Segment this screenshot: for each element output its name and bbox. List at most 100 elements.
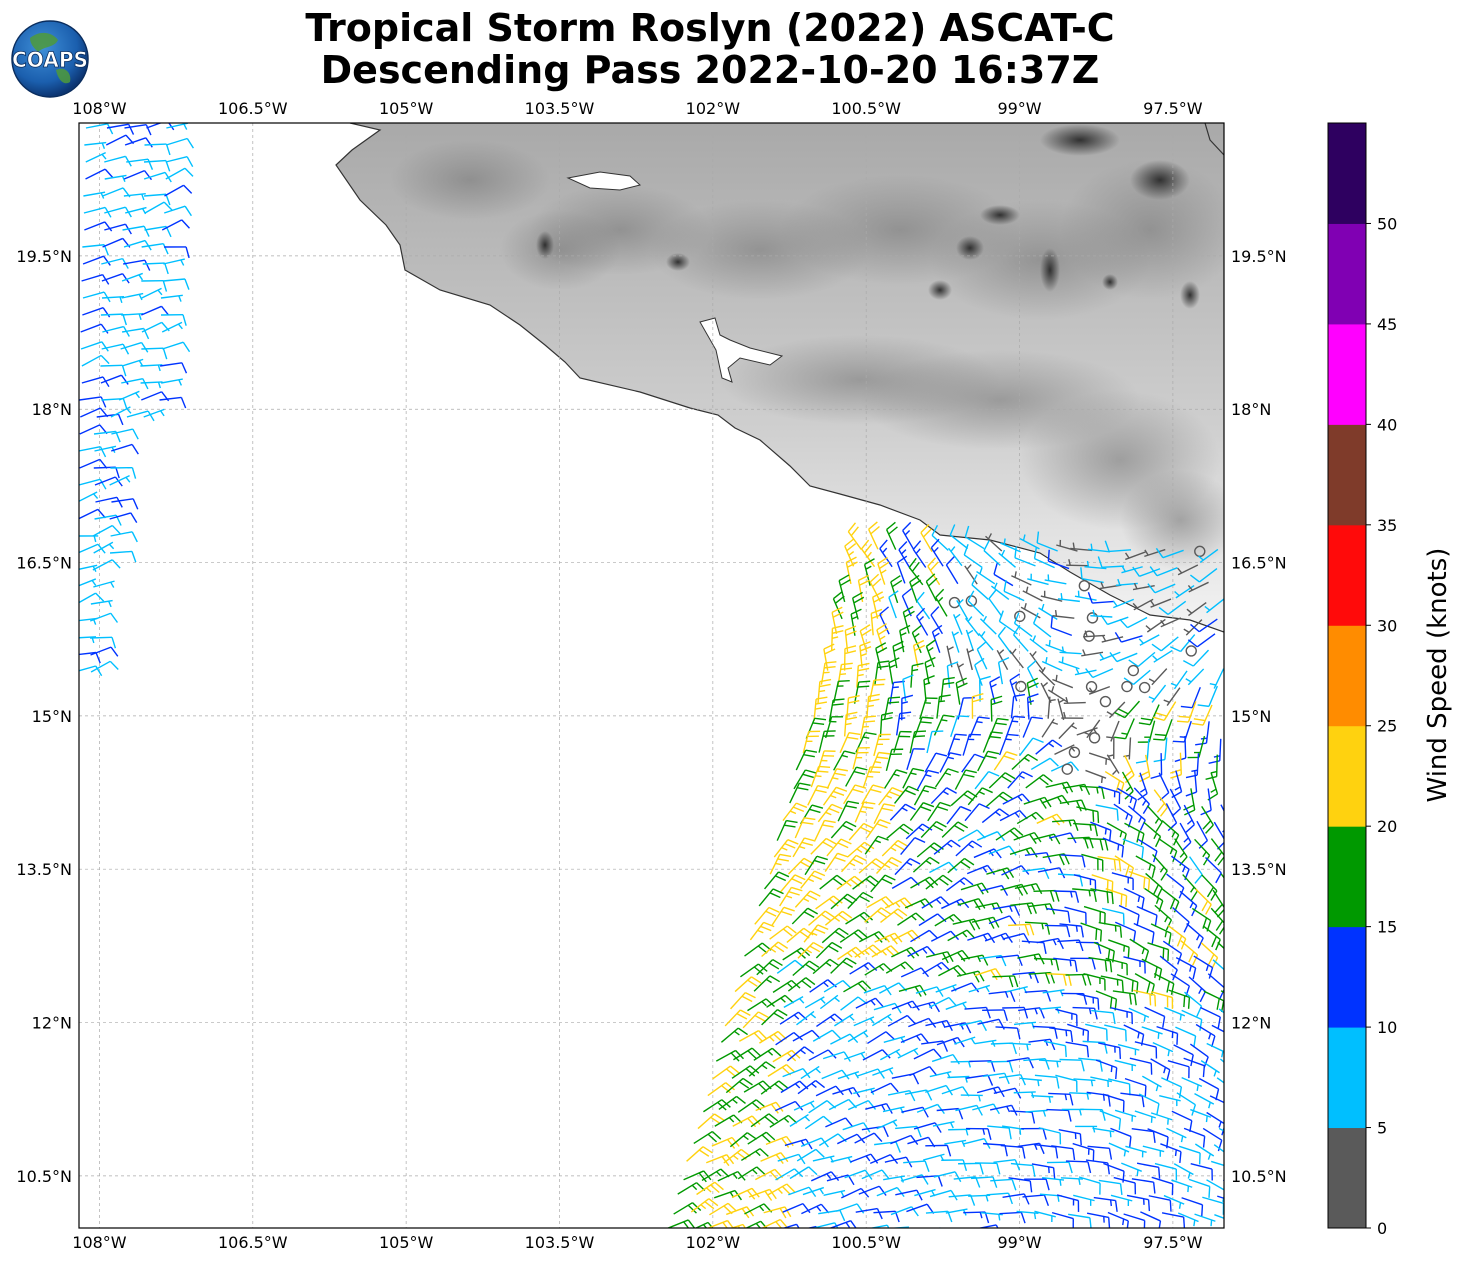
wind-barb-1160	[1161, 1212, 1186, 1228]
wind-barb-1097	[1151, 1176, 1174, 1196]
lat-tick-right-0: 10.5°N	[1231, 1167, 1287, 1186]
wind-barb-859	[1117, 1043, 1140, 1056]
wind-barb-1027	[982, 1142, 1008, 1157]
wind-barb-508	[1073, 822, 1099, 837]
wind-barb-336	[1009, 673, 1021, 702]
wind-barb-1005	[1131, 1127, 1156, 1143]
wind-barb-913	[1055, 1074, 1078, 1093]
wind-barb-1139	[782, 1203, 811, 1214]
wind-barb-587	[1128, 870, 1151, 891]
wind-barb-290	[1009, 648, 1024, 669]
wind-barb-920	[1181, 1077, 1203, 1092]
wind-barb-5	[84, 141, 107, 150]
terrain-peak-5	[1102, 274, 1118, 290]
wind-barb-327	[853, 680, 871, 704]
wind-barb-910	[998, 1073, 1026, 1086]
colorbar-bin-6	[1328, 524, 1366, 626]
wind-barb-28	[144, 201, 173, 214]
wind-barb-479	[1002, 793, 1031, 805]
wind-barb-939	[993, 1087, 1022, 1099]
wind-barb-861	[1152, 1041, 1174, 1057]
wind-barb-105	[79, 508, 106, 520]
wind-barb-15	[85, 168, 114, 180]
wind-barb-1080	[844, 1169, 873, 1180]
lon-tick-top-2: 105°W	[379, 99, 434, 118]
wind-barb-870	[808, 1049, 837, 1061]
wind-barb-1065	[1121, 1162, 1142, 1177]
wind-barb-715	[1034, 957, 1060, 971]
wind-barb-299	[1170, 670, 1188, 690]
wind-barb-156	[963, 543, 983, 569]
wind-barb-1161	[1177, 1212, 1199, 1227]
wind-barb-287	[966, 648, 974, 671]
wind-barb-538	[1158, 837, 1178, 863]
wind-barb-230	[1119, 616, 1148, 629]
wind-barb-653	[897, 912, 925, 926]
wind-barb-786	[819, 994, 840, 1010]
wind-barb-1150	[980, 1211, 1003, 1221]
wind-barb-87	[110, 406, 132, 418]
wind-barb-781	[730, 991, 756, 1010]
wind-barb-352	[883, 696, 901, 720]
wind-barb-1208	[899, 1247, 924, 1258]
lon-tick-top-0: 108°W	[72, 99, 127, 118]
lon-tick-bottom-5: 100.5°W	[831, 1233, 901, 1252]
wind-barb-204	[1057, 593, 1080, 603]
wind-barb-64	[161, 321, 183, 333]
wind-barb-810	[742, 1011, 769, 1029]
wind-barb-177	[964, 564, 978, 585]
wind-barb-29	[164, 205, 192, 217]
ne-coastline	[1204, 123, 1224, 156]
wind-barb-285	[925, 639, 937, 668]
wind-barb-10	[85, 151, 107, 163]
wind-barb-286	[946, 645, 954, 668]
wind-barb-612	[1105, 887, 1128, 908]
wind-barb-808	[1218, 1008, 1224, 1014]
wind-barb-1163	[1214, 1214, 1224, 1220]
wind-barb-655	[934, 913, 963, 927]
wind-barb-1088	[990, 1178, 1017, 1191]
wind-barb-1030	[1033, 1143, 1059, 1159]
wind-barb-983	[732, 1115, 761, 1128]
wind-barb-1092	[1060, 1177, 1083, 1186]
wind-barb-184	[1080, 567, 1104, 584]
wind-barb-281	[859, 641, 872, 668]
wind-barb-719	[1105, 957, 1128, 976]
wind-barb-266	[978, 631, 994, 651]
wind-barb-976	[1134, 1110, 1156, 1123]
wind-barb-32	[122, 225, 150, 237]
wind-barb-196	[925, 573, 938, 602]
wind-barb-894	[712, 1065, 740, 1080]
wind-barb-642	[1172, 906, 1190, 933]
wind-barb-78	[140, 381, 163, 389]
wind-barb-12	[126, 158, 154, 170]
wind-barb-896	[748, 1061, 776, 1077]
wind-barb-760	[863, 984, 892, 996]
wind-barb-1041	[686, 1146, 713, 1162]
wind-barb-507	[1052, 819, 1079, 831]
wind-barb-834	[1175, 1026, 1197, 1048]
wind-barb-407	[1019, 737, 1044, 757]
wind-barb-49	[162, 278, 190, 290]
wind-barb-149	[844, 538, 857, 567]
wind-barb-154	[930, 538, 944, 567]
wind-barb-377	[913, 716, 934, 739]
colorbar-tick-3: 15	[1377, 918, 1397, 937]
wind-barb-219	[935, 588, 948, 617]
lat-tick-left-1: 12°N	[32, 1014, 72, 1033]
wind-barb-592	[1220, 873, 1224, 897]
wind-barb-278	[1183, 649, 1210, 667]
wind-barb-1033	[1087, 1145, 1113, 1160]
wind-barb-753	[734, 976, 762, 993]
wind-barb-1062	[1065, 1160, 1092, 1174]
wind-barb-947	[1138, 1093, 1160, 1115]
wind-barb-552	[955, 840, 983, 857]
wind-barb-833	[1156, 1025, 1179, 1045]
wind-barb-912	[1034, 1074, 1060, 1089]
wind-barb-295	[1085, 668, 1114, 679]
wind-barb-142	[1087, 543, 1110, 553]
wind-barb-677	[839, 929, 868, 943]
wind-barb-169	[1189, 568, 1218, 583]
wind-barb-542	[773, 839, 799, 858]
wind-barb-1100	[1206, 1179, 1224, 1202]
